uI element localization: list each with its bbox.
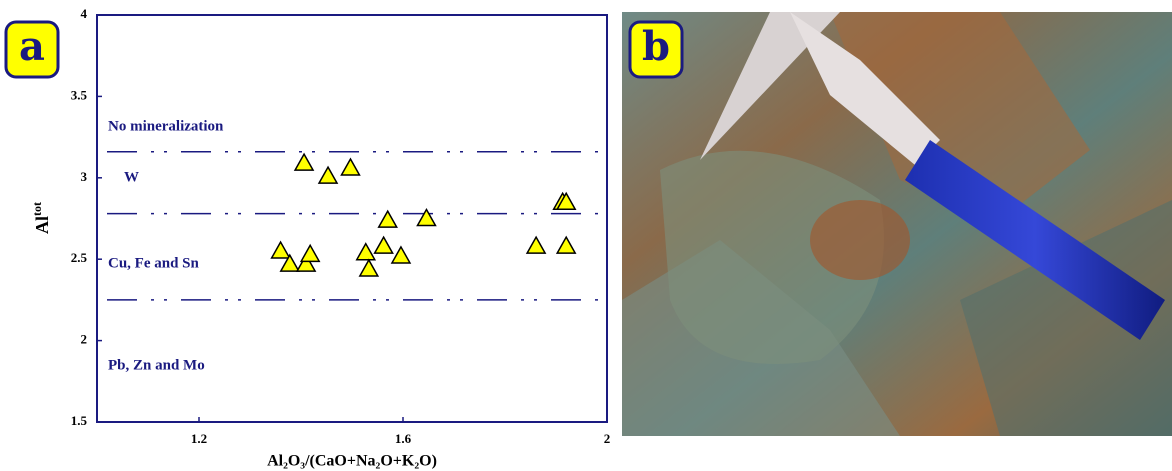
- panel-label: b: [642, 23, 670, 70]
- marker: [295, 253, 317, 272]
- marker: [279, 253, 301, 272]
- marker: [555, 191, 577, 210]
- panel-badge: [628, 20, 684, 79]
- marker: [377, 209, 398, 228]
- y-tick-label: 3: [81, 169, 88, 184]
- x-tick-label: 2: [604, 431, 611, 446]
- panel-label: a: [19, 23, 45, 70]
- marker: [340, 157, 361, 176]
- marker: [373, 235, 394, 254]
- marker: [317, 165, 339, 184]
- marker: [270, 240, 291, 259]
- photo: [622, 12, 1172, 436]
- x-tick-label: 1.6: [395, 431, 412, 446]
- x-tick-label: 1.2: [191, 431, 207, 446]
- y-tick-label: 2: [81, 332, 88, 347]
- y-tick-label: 2.5: [71, 250, 88, 265]
- y-axis-label: Altot: [30, 202, 52, 234]
- plot-frame: [96, 14, 608, 423]
- region-label: Pb, Zn and Mo: [108, 357, 205, 373]
- marker: [293, 152, 315, 171]
- y-tick-label: 3.5: [71, 87, 88, 102]
- marker: [355, 242, 377, 261]
- marker: [390, 245, 412, 264]
- y-tick-label: 4: [81, 6, 88, 21]
- y-label-sup: tot: [30, 202, 44, 216]
- region-label: Cu, Fe and Sn: [108, 255, 200, 271]
- region-label: W: [124, 169, 139, 185]
- marker: [358, 258, 380, 277]
- marker: [416, 207, 437, 227]
- x-axis-label: Al₂O₃/(CaO+Na₂O+K₂O): [267, 453, 437, 470]
- region-label: No mineralization: [108, 118, 224, 134]
- marker: [299, 243, 321, 263]
- marker: [555, 235, 577, 254]
- panel-badge: [4, 20, 60, 79]
- marker: [525, 235, 547, 254]
- y-label-base: Al: [32, 216, 52, 234]
- y-tick-label: 1.5: [71, 413, 88, 428]
